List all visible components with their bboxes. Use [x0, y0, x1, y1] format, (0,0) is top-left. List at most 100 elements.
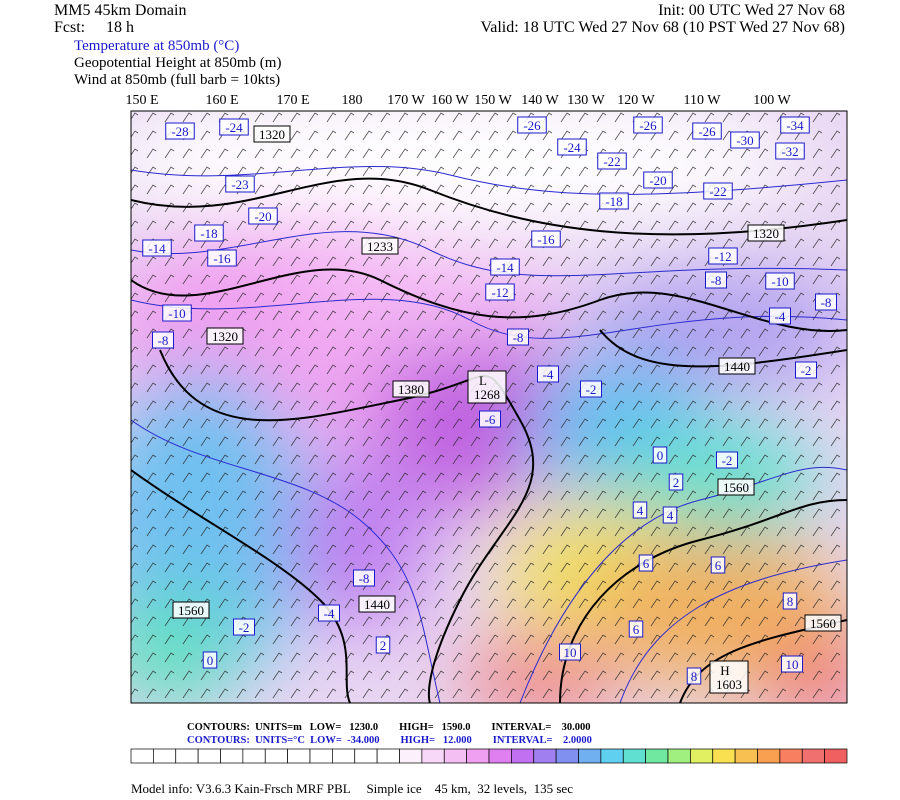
label-text: 6: [633, 622, 640, 637]
label-text: -8: [158, 333, 169, 348]
temperature-label: 8: [782, 592, 798, 610]
color-swatch: [578, 748, 602, 764]
label-box: [490, 258, 520, 276]
temperature-label: -8: [152, 331, 174, 349]
temperature-label: 2: [375, 636, 391, 654]
label-text: -30: [736, 133, 753, 148]
height-contour-info: CONTOURS: UNITS=m LOW= 1230.0 HIGH= 1590…: [187, 722, 591, 733]
temperature-label: -16: [531, 230, 561, 248]
color-swatch: [153, 748, 177, 764]
color-swatch: [332, 748, 356, 764]
color-swatch: [734, 748, 758, 764]
temperature-label: -23: [225, 175, 255, 193]
label-text: -20: [254, 209, 271, 224]
label-box: [557, 138, 587, 156]
temperature-label: -20: [248, 207, 278, 225]
temperature-label: -8: [507, 328, 529, 346]
temperature-label: -2: [795, 361, 817, 379]
label-box: [692, 122, 722, 140]
height-label: 1233: [361, 237, 399, 255]
label-text: -2: [801, 363, 812, 378]
color-swatch: [421, 748, 445, 764]
label-text: -4: [543, 367, 554, 382]
height-label: 1560: [172, 601, 210, 619]
color-swatch: [130, 748, 154, 764]
temperature-label: -14: [490, 258, 520, 276]
label-box: [375, 636, 391, 654]
label-box: [705, 271, 727, 289]
label-box: [479, 410, 501, 428]
temperature-label: -2: [580, 380, 602, 398]
valid-time: Valid: 18 UTC Wed 27 Nov 68 (10 PST Wed …: [480, 19, 845, 36]
label-box: [467, 370, 507, 404]
label-box: [795, 361, 817, 379]
field-temperature: Temperature at 850mb (°C): [74, 38, 240, 54]
label-box: [662, 506, 678, 524]
label-text: 1560: [178, 603, 204, 618]
label-box: [233, 618, 255, 636]
label-box: [507, 328, 529, 346]
label-text: -18: [200, 226, 217, 241]
forecast-hour: 18 h: [106, 19, 134, 36]
label-box: [815, 293, 837, 311]
label-box: [628, 620, 644, 638]
label-box: [165, 122, 195, 140]
label-text: -18: [605, 194, 622, 209]
longitude-label: 110 W: [684, 93, 722, 108]
label-text: 10: [786, 657, 799, 672]
label-text: 0: [657, 448, 664, 463]
label-text: 8: [787, 594, 794, 609]
label-box: [782, 592, 798, 610]
label-text: 0: [207, 653, 214, 668]
label-text: 6: [643, 556, 650, 571]
temperature-label: 2: [668, 473, 684, 491]
height-label: 1560: [717, 478, 755, 496]
temperature-label: 10: [781, 655, 803, 673]
label-box: [207, 249, 237, 267]
color-swatch: [511, 748, 535, 764]
color-swatch: [779, 748, 803, 764]
label-text: -26: [523, 118, 541, 133]
height-label: 1320: [747, 224, 785, 242]
model-info: Model info: V3.6.3 Kain-Frsch MRF PBL Si…: [131, 781, 573, 796]
color-bar: [130, 748, 848, 764]
label-box: [142, 239, 172, 257]
temperature-label: -4: [769, 307, 791, 325]
temperature-label: -24: [557, 138, 587, 156]
temperature-label: -26: [692, 122, 722, 140]
label-text: -6: [485, 412, 496, 427]
color-swatch: [175, 748, 199, 764]
label-text: 1380: [398, 382, 424, 397]
label-box: [485, 283, 515, 301]
label-box: [353, 569, 375, 587]
label-box: [580, 380, 602, 398]
label-text: -23: [231, 177, 248, 192]
temperature-label: 8: [686, 667, 702, 685]
color-swatch: [399, 748, 423, 764]
temperature-label: -6: [479, 410, 501, 428]
label-box: [718, 357, 756, 375]
color-swatch: [466, 748, 490, 764]
label-text: -4: [324, 606, 335, 621]
center-letter: L: [479, 373, 487, 388]
label-box: [633, 116, 663, 134]
temperature-label: -20: [643, 171, 673, 189]
label-text: -2: [722, 453, 733, 468]
temperature-label: -12: [708, 247, 738, 265]
label-box: [709, 660, 749, 694]
label-box: [717, 478, 755, 496]
label-text: 4: [667, 508, 674, 523]
longitude-label: 150 E: [125, 93, 158, 108]
height-label: 1440: [718, 357, 756, 375]
label-text: 1560: [723, 480, 749, 495]
color-swatch: [757, 748, 781, 764]
color-swatch: [264, 748, 288, 764]
temperature-label: -8: [705, 271, 727, 289]
label-box: [225, 175, 255, 193]
label-box: [804, 614, 842, 632]
label-box: [152, 331, 174, 349]
label-box: [643, 171, 673, 189]
height-label: 1320: [253, 125, 291, 143]
